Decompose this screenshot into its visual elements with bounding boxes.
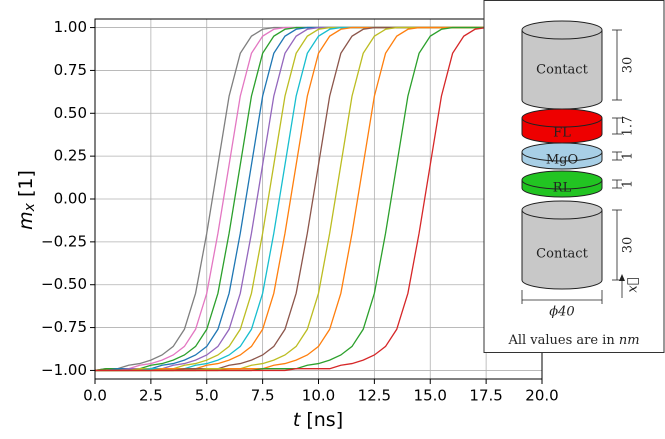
diameter-label: ϕ40 bbox=[549, 305, 574, 320]
y-tick-label: 0.25 bbox=[54, 147, 87, 165]
y-label-unit: [1] bbox=[15, 170, 37, 203]
inset-note: All values are in nm bbox=[507, 333, 639, 348]
ticks: 0.0 2.5 5.0 7.5 10.0 12.5 15.0 17.5 20.0 −1.00 −0.… bbox=[41, 18, 559, 404]
x-tick-label: 10.0 bbox=[302, 387, 335, 405]
y-label-symbol: m bbox=[15, 211, 37, 230]
x-tick-label: 15.0 bbox=[414, 387, 447, 405]
x-tick-label: 7.5 bbox=[251, 387, 275, 405]
cylinder-top bbox=[521, 108, 603, 128]
cylinder-top bbox=[521, 20, 603, 40]
x-tick-label: 2.5 bbox=[139, 387, 163, 405]
y-tick-label: −1.00 bbox=[41, 361, 87, 379]
x-tick-label: 12.5 bbox=[358, 387, 391, 405]
dimension-label: 30 bbox=[621, 237, 636, 254]
y-tick-label: 0.75 bbox=[54, 61, 87, 79]
layer-label: Contact bbox=[536, 247, 588, 262]
lines bbox=[95, 26, 542, 372]
cylinder-top bbox=[521, 170, 603, 190]
x-tick-label: 0.0 bbox=[83, 387, 107, 405]
cylinder-top bbox=[521, 142, 603, 162]
x-tick-label: 5.0 bbox=[195, 387, 219, 405]
y-tick-label: −0.50 bbox=[41, 275, 87, 293]
axis-label: x⃗ bbox=[626, 277, 641, 292]
y-tick-label: 0.50 bbox=[54, 104, 87, 122]
y-tick-label: 0.00 bbox=[54, 190, 87, 208]
x-tick-label: 17.5 bbox=[469, 387, 502, 405]
grid bbox=[94, 19, 543, 379]
layer-label: Contact bbox=[536, 63, 588, 78]
dimension-lines bbox=[521, 29, 623, 304]
dimension-label: 1 bbox=[621, 180, 636, 188]
layer-label: MgO bbox=[546, 153, 578, 168]
x-tick-label: 20.0 bbox=[525, 387, 558, 405]
layer-label: RL bbox=[553, 181, 572, 196]
note-unit: nm bbox=[619, 333, 640, 348]
inset: Contact FL MgO RL Contact 30 1.7 1 1 30 … bbox=[483, 0, 665, 353]
y-tick-label: −0.25 bbox=[41, 232, 87, 250]
dimension-label: 1 bbox=[621, 152, 636, 160]
x-axis-label: t [ns] bbox=[293, 409, 343, 431]
y-tick-label: −0.75 bbox=[41, 318, 87, 336]
series-line bbox=[95, 26, 542, 372]
arrow-head bbox=[619, 274, 625, 281]
note-text: All values are in bbox=[507, 333, 618, 348]
dimension-label: 30 bbox=[621, 57, 636, 74]
x-label-unit: [ns] bbox=[300, 409, 343, 431]
x-label-symbol: t bbox=[293, 409, 302, 431]
cylinder bbox=[521, 210, 603, 290]
y-tick-label: 1.00 bbox=[54, 18, 87, 36]
dimension-label: 1.7 bbox=[621, 116, 636, 137]
cylinder-top bbox=[521, 200, 603, 220]
y-label-sub: x bbox=[22, 202, 38, 212]
y-axis-label: mx [1] bbox=[15, 170, 39, 230]
layer-label: FL bbox=[553, 126, 571, 141]
